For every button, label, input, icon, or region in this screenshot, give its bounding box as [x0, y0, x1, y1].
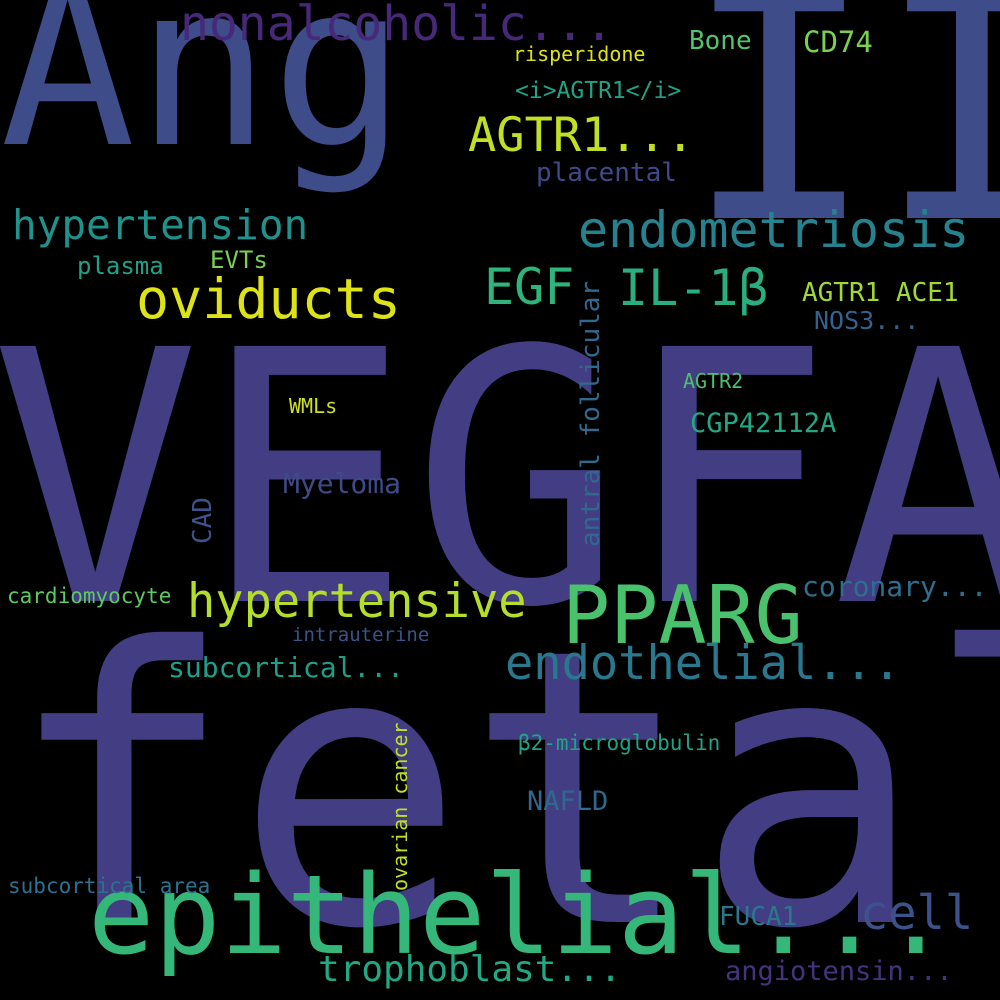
word-oviducts: oviducts: [136, 267, 401, 331]
word-nonalcoholic: nonalcoholic...: [180, 0, 614, 52]
word-agtr2: AGTR2: [683, 369, 744, 393]
word-agtr1-italic-tag: <i>AGTR1</i>: [515, 78, 682, 104]
word-wmls: WMLs: [289, 394, 338, 418]
word-cd74: CD74: [803, 25, 873, 59]
word-ovarian-cancer: ovarian cancer: [388, 722, 412, 891]
word-trophoblast: trophoblast...: [318, 949, 622, 990]
word-cardiomyocyte: cardiomyocyte: [7, 584, 172, 608]
word-agtr1-ellipsis: AGTR1...: [468, 108, 695, 163]
word-fuca1: FUCA1: [719, 902, 798, 932]
word-subcortical-area: subcortical area: [8, 874, 211, 898]
word-ii: II: [683, 0, 1000, 294]
word-fetal: fetal: [5, 568, 1000, 1000]
word-evts: EVTs: [210, 246, 268, 274]
word-hypertensive: hypertensive: [187, 574, 527, 629]
word-plasma: plasma: [77, 252, 164, 280]
word-antral-follicular: antral follicular: [576, 280, 606, 547]
word-cad: CAD: [188, 497, 218, 544]
word-nos3: NOS3...: [814, 306, 920, 335]
word-pparg: PPARG: [562, 569, 803, 662]
word-placental: placental: [536, 158, 677, 188]
word-cgp42112a: CGP42112A: [690, 408, 837, 439]
word-bone: Bone: [689, 26, 752, 56]
word-cell: cell: [860, 886, 974, 941]
word-b2-microglobulin: β2-microglobulin: [518, 731, 721, 755]
word-epithelial: epithelial...: [88, 851, 949, 979]
word-intrauterine: intrauterine: [292, 624, 430, 646]
word-nafld: NAFLD: [527, 786, 609, 817]
word-subcortical: subcortical...: [168, 651, 405, 684]
word-egf: EGF: [484, 258, 575, 316]
word-angiotensin: angiotensin...: [725, 956, 953, 987]
word-ang: Ang: [0, 0, 407, 198]
word-risperidone: risperidone: [513, 42, 646, 66]
word-il-1b: IL-1β: [618, 259, 769, 317]
word-coronary: coronary...: [802, 570, 988, 603]
word-vegfa: VEGFA: [0, 276, 1000, 684]
word-endometriosis: endometriosis: [578, 201, 970, 259]
word-hypertension: hypertension: [12, 201, 309, 249]
word-endothelial: endothelial...: [505, 636, 902, 691]
word-myeloma: Myeloma: [283, 467, 402, 500]
word-agtr1-ace1: AGTR1 ACE1: [802, 278, 959, 308]
